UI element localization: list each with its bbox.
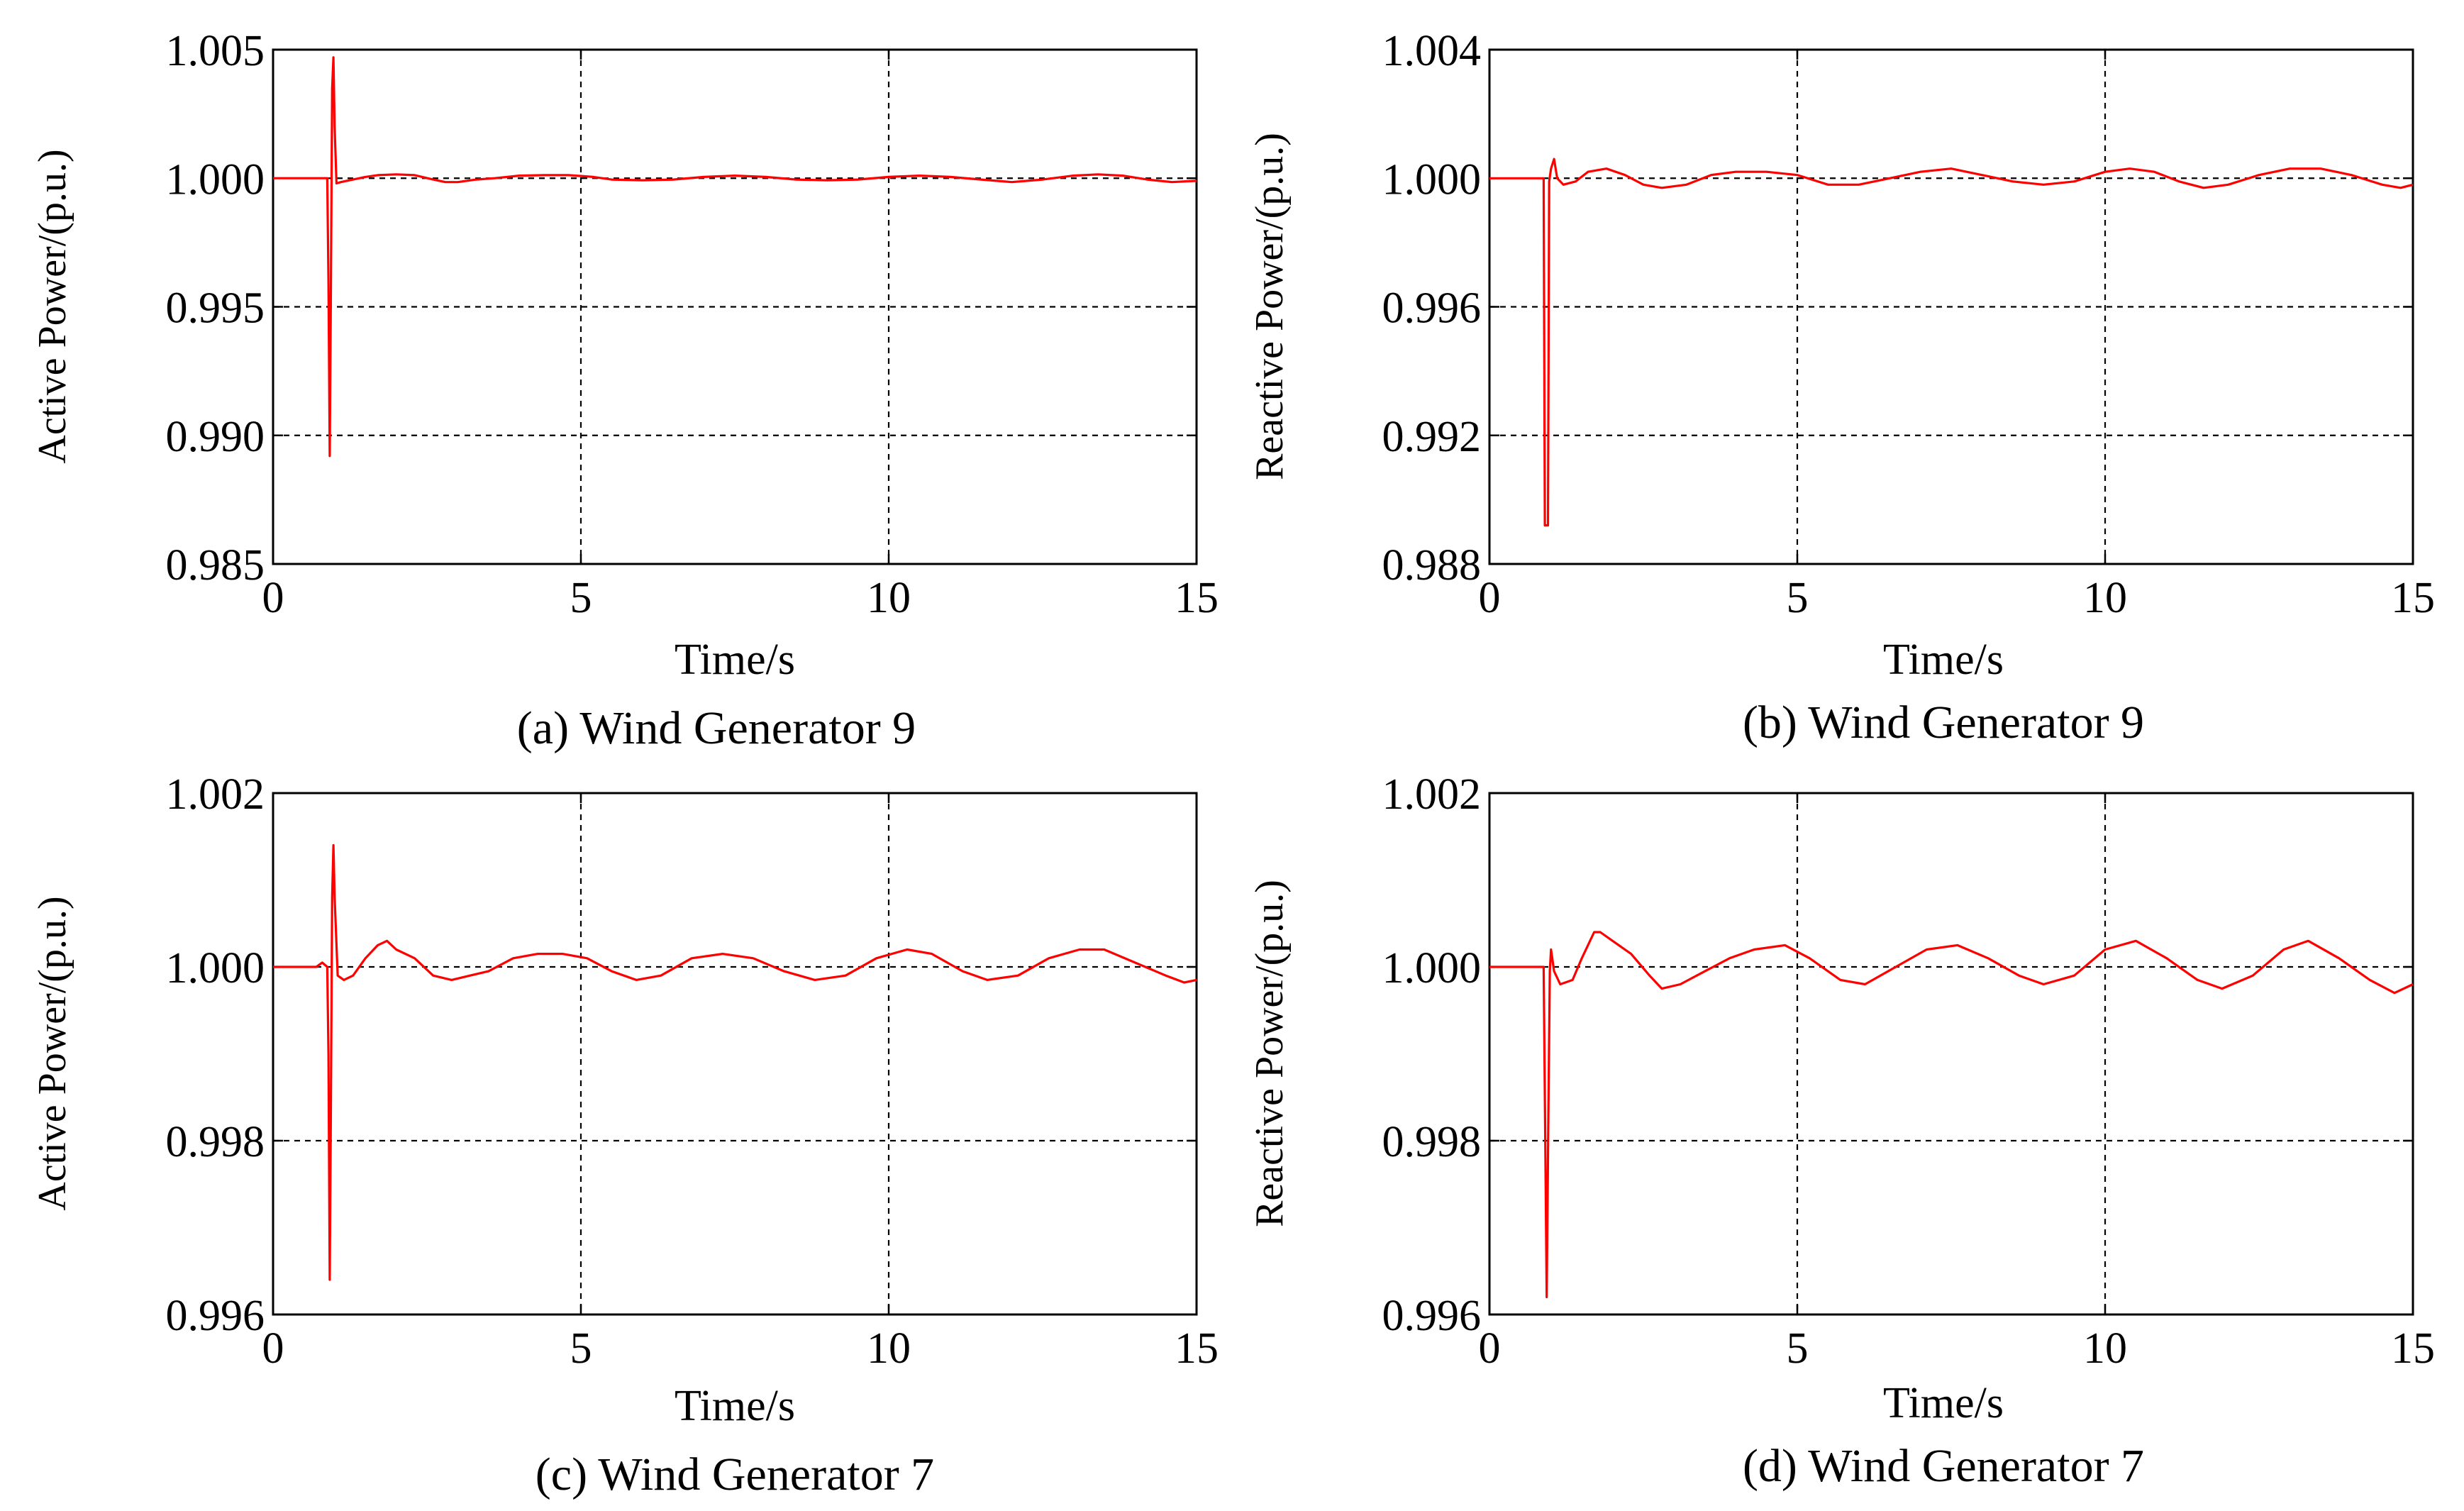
x-tick-label: 15 — [1175, 1324, 1219, 1373]
y-tick-label: 1.000 — [1382, 944, 1482, 992]
y-axis-label: Active Power/(p.u.) — [30, 896, 74, 1210]
plot-frame — [272, 792, 1198, 1316]
x-tick-label: 0 — [1479, 574, 1501, 622]
panel-c: 0 5 10 15 0.996 0.998 1.000 1.002 Time/s Active… — [30, 770, 1219, 1500]
x-tick-label: 0 — [262, 1324, 284, 1373]
y-tick-label: 0.988 — [1382, 541, 1482, 590]
y-tick-label: 0.996 — [166, 1292, 265, 1340]
series-line-reactive-power — [1489, 157, 2414, 527]
x-tick-label: 10 — [867, 574, 911, 622]
panel-caption: (b) Wind Generator 9 — [1743, 697, 2144, 748]
series-line-active-power — [273, 843, 1197, 1281]
series-line-reactive-power — [1489, 931, 2414, 1299]
y-tick-label: 0.995 — [166, 284, 265, 333]
y-tick-label: 0.998 — [166, 1118, 265, 1166]
panel-caption: (c) Wind Generator 7 — [535, 1449, 934, 1500]
x-tick-label: 0 — [1479, 1324, 1501, 1373]
y-axis-label: Active Power/(p.u.) — [30, 149, 74, 463]
y-tick-label: 0.992 — [1382, 413, 1482, 461]
x-axis-label: Time/s — [1883, 636, 2004, 684]
y-tick-label: 1.005 — [166, 27, 265, 75]
panel-caption: (a) Wind Generator 9 — [517, 702, 916, 754]
series-line-active-power — [273, 56, 1197, 458]
y-tick-label: 0.996 — [1382, 1292, 1482, 1340]
y-tick-label: 0.985 — [166, 541, 265, 590]
x-axis-label: Time/s — [675, 1382, 795, 1430]
x-tick-label: 10 — [867, 1324, 911, 1373]
x-tick-label: 5 — [1787, 574, 1809, 622]
y-tick-label: 1.002 — [166, 770, 265, 819]
x-tick-label: 5 — [570, 574, 592, 622]
x-tick-label: 15 — [2391, 574, 2435, 622]
x-tick-label: 15 — [2391, 1324, 2435, 1373]
y-axis-label: Reactive Power/(p.u.) — [1248, 133, 1292, 480]
y-axis-label: Reactive Power/(p.u.) — [1248, 880, 1292, 1227]
plot-frame — [1488, 792, 2414, 1316]
y-tick-label: 1.000 — [166, 155, 265, 204]
y-tick-label: 1.002 — [1382, 770, 1482, 819]
y-tick-label: 1.000 — [166, 944, 265, 992]
y-tick-label: 1.000 — [1382, 155, 1482, 204]
panel-caption: (d) Wind Generator 7 — [1743, 1440, 2144, 1492]
x-tick-label: 15 — [1175, 574, 1219, 622]
y-tick-label: 0.990 — [166, 413, 265, 461]
panel-a: 0 5 10 15 0.985 0.990 0.995 1.000 1.005 Time/s A… — [30, 27, 1219, 754]
y-tick-label: 0.998 — [1382, 1118, 1482, 1166]
y-tick-label: 1.004 — [1382, 27, 1482, 75]
x-axis-label: Time/s — [1883, 1379, 2004, 1427]
x-tick-label: 5 — [1787, 1324, 1809, 1373]
x-tick-label: 5 — [570, 1324, 592, 1373]
x-tick-label: 0 — [262, 574, 284, 622]
y-tick-label: 0.996 — [1382, 284, 1482, 333]
panel-d: 0 5 10 15 0.996 0.998 1.000 1.002 Time/s Reacti… — [1248, 770, 2435, 1492]
x-tick-label: 10 — [2083, 1324, 2127, 1373]
panel-b: 0 5 10 15 0.988 0.992 0.996 1.000 1.004 Time/s R… — [1248, 27, 2435, 748]
x-axis-label: Time/s — [675, 636, 795, 684]
x-tick-label: 10 — [2083, 574, 2127, 622]
